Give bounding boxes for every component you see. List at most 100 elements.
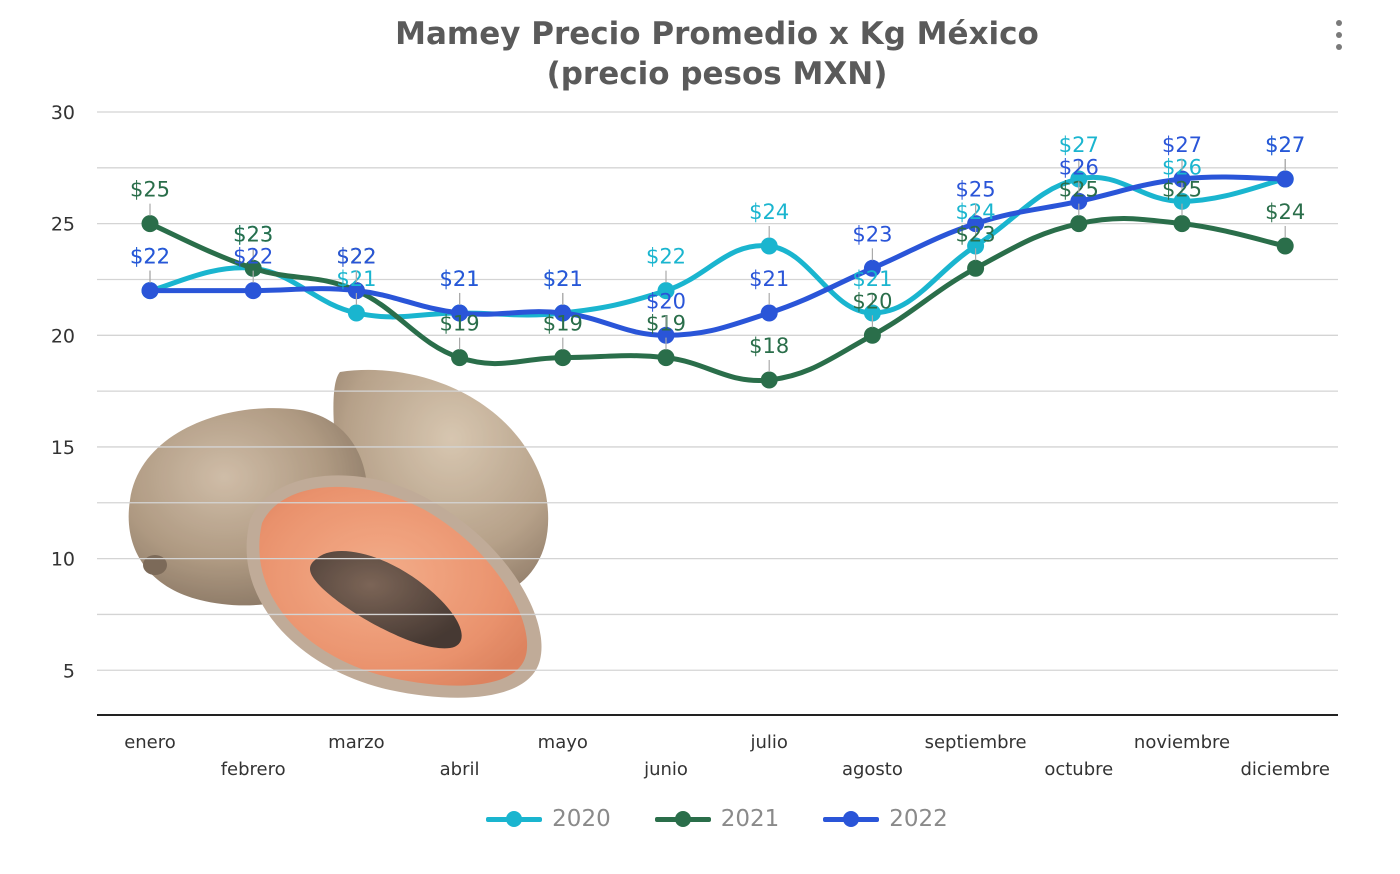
data-label-2022: $27 [1265,133,1305,157]
data-label-2021: $20 [852,289,892,313]
data-label-2020: $23 [233,222,273,246]
data-point-2021[interactable] [657,349,675,367]
data-label-2022: $27 [1162,133,1202,157]
data-point-2022[interactable] [657,326,675,344]
data-point-2020[interactable] [347,304,365,322]
data-point-2022[interactable] [760,304,778,322]
y-tick-label: 30 [51,102,75,124]
legend-item-2022[interactable]: 2022 [823,806,948,832]
x-tick-label: agosto [842,759,903,780]
data-label-2021: $23 [956,222,996,246]
data-point-2022[interactable] [1070,192,1088,210]
x-tick-label: diciembre [1240,759,1329,780]
data-label-2021: $25 [1162,178,1202,202]
y-tick-label: 15 [51,437,75,459]
data-point-2022[interactable] [1276,170,1294,188]
data-point-2020[interactable] [967,237,985,255]
series-line-2020 [147,174,1288,320]
data-point-2021[interactable] [554,349,572,367]
data-point-2021[interactable] [1173,215,1191,233]
data-point-2022[interactable] [863,259,881,277]
legend-label-2022: 2022 [889,806,948,832]
data-labels: $22$23$21 $21 $21$22$24$21$24$27$26$27$25$… [130,133,1305,372]
more-options-button[interactable] [1328,18,1350,52]
data-point-2022[interactable] [554,304,572,322]
legend-item-2020[interactable]: 2020 [486,806,611,832]
chart-title-line-1: Mamey Precio Promedio x Kg México [395,16,1039,52]
data-label-2022: $22 [336,245,376,269]
mamey-fruit-illustration [128,369,549,698]
legend: 2020 2021 2022 [0,806,1400,832]
data-point-2022[interactable] [244,282,262,300]
data-label-2021: $24 [1265,200,1305,224]
y-axis: 5 10 15 20 25 30 [51,102,75,682]
data-label-2021: $22 [336,245,376,269]
data-point-2022[interactable] [141,282,159,300]
chart-title-line-2: (precio pesos MXN) [546,56,888,92]
data-label-2022: $21 [440,267,480,291]
data-label-2022: $22 [130,245,170,269]
data-point-2020[interactable] [1173,192,1191,210]
series-line-2022 [147,174,1288,338]
data-point-2021[interactable] [141,215,159,233]
x-tick-label: junio [643,759,688,780]
data-label-2022: $22 [233,245,273,269]
x-tick-label: mayo [538,732,588,753]
data-label-2021: $18 [749,334,789,358]
legend-swatch-2022 [823,811,880,827]
data-label-2021: $23 [233,222,273,246]
more-vertical-icon-dot [1336,32,1342,38]
x-axis: enero febrero marzo abril mayo junio julio agos… [124,732,1330,780]
chart-title: Mamey Precio Promedio x Kg México (preci… [0,14,1400,94]
data-label-2022: $26 [1059,155,1099,179]
data-label-2021: $19 [440,312,480,336]
data-point-2020[interactable] [1070,170,1088,188]
legend-item-2021[interactable]: 2021 [654,806,780,832]
data-label-2020: $21 [852,267,892,291]
data-point-2021[interactable] [1070,215,1088,233]
data-label-2022: $25 [956,178,996,202]
data-point-2020[interactable] [760,237,778,255]
x-tick-label: enero [124,732,176,753]
data-point-2022[interactable] [347,282,365,300]
data-label-2020: $21 [440,267,480,291]
data-point-2020[interactable] [863,304,881,322]
y-tick-label: 20 [51,325,75,347]
data-point-2022[interactable] [1173,170,1191,188]
legend-swatch-2020 [486,811,543,827]
data-point-2021[interactable] [760,371,778,389]
data-label-2022: $21 [749,267,789,291]
x-tick-label: febrero [221,759,286,780]
data-point-2021[interactable] [1276,237,1294,255]
x-tick-label: octubre [1044,759,1113,780]
gridlines [97,111,1338,671]
legend-label-2020: 2020 [552,806,611,832]
y-tick-label: 5 [63,660,75,682]
data-label-2022: $23 [852,222,892,246]
data-point-2020[interactable] [657,282,675,300]
y-tick-label: 25 [51,214,75,236]
data-point-2022[interactable] [451,304,469,322]
x-tick-label: marzo [328,732,384,753]
series-lines [141,170,1294,389]
data-point-2021[interactable] [967,259,985,277]
data-label-2020: $21 [543,267,583,291]
data-label-2020: $24 [749,200,789,224]
legend-label-2021: 2021 [720,806,780,832]
y-tick-label: 10 [51,549,75,571]
data-label-2020: $22 [130,245,170,269]
data-label-2020: $27 [1265,133,1305,157]
more-vertical-icon [1336,20,1342,26]
x-tick-label: noviembre [1134,732,1230,753]
data-point-2021[interactable] [244,259,262,277]
data-label-2020: $27 [1059,133,1099,157]
more-vertical-icon-dot [1336,44,1342,50]
data-point-2022[interactable] [967,215,985,233]
data-label-2020: $22 [646,245,686,269]
data-label-2021: $25 [130,178,170,202]
data-label-2022: $21 [543,267,583,291]
x-tick-label: abril [440,759,480,780]
data-point-2021[interactable] [451,349,469,367]
data-point-2021[interactable] [863,326,881,344]
